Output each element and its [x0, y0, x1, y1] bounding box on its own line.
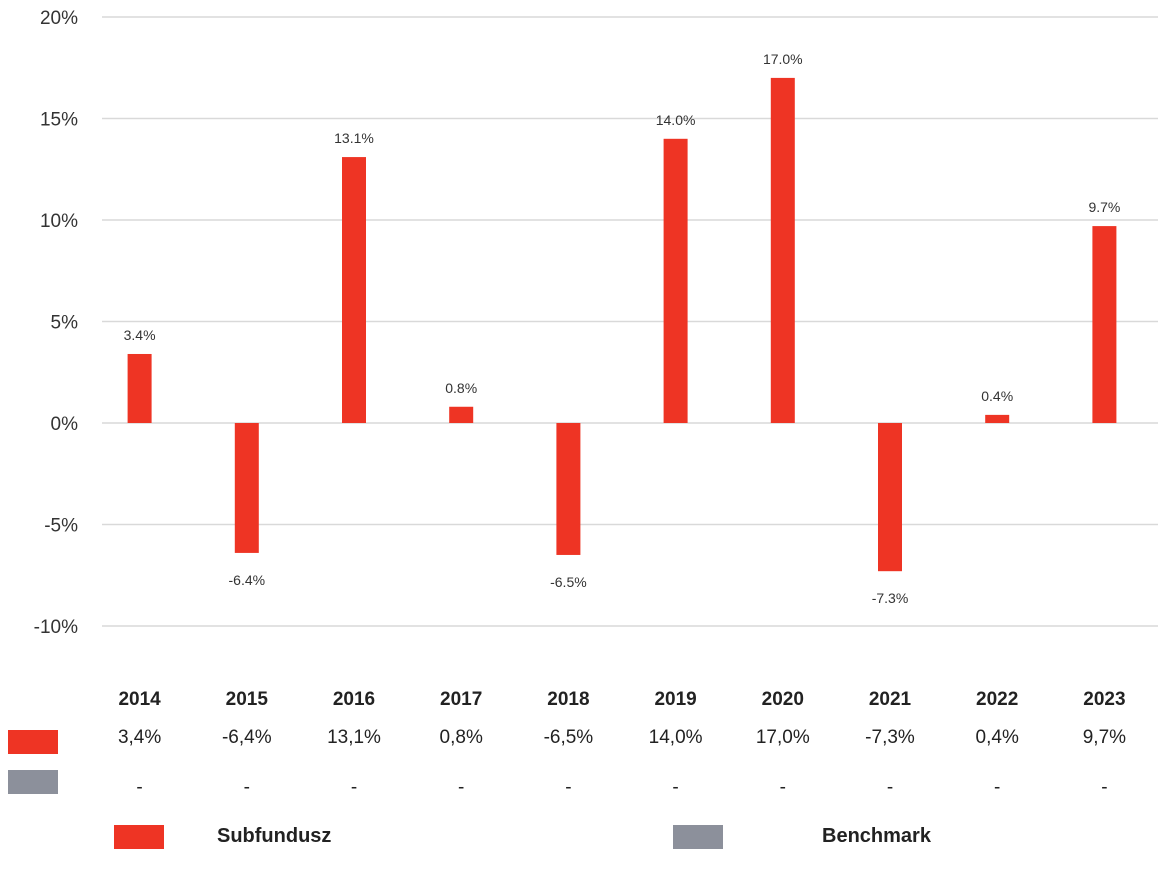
table-value-cell: 3,4%	[117, 727, 162, 748]
data-label: 9.7%	[1088, 199, 1120, 215]
table-row-years: 2014 2015 2016 2017 2018 2019 2020 2021 2022 2023	[0, 689, 1158, 719]
bar	[1092, 226, 1117, 423]
table-value-cell: 9,7%	[1082, 727, 1127, 748]
y-tick-label: 0%	[51, 414, 79, 435]
bar	[234, 423, 259, 553]
bar-chart: 20% 15% 10% 5% 0% -5% -10% 3.4% -6.4% 13.1% 0.8% -6…	[34, 8, 1158, 638]
table-year-cell: 2015	[225, 689, 268, 710]
bar	[449, 406, 474, 423]
y-tick-label: 5%	[51, 313, 79, 334]
bar	[342, 157, 366, 423]
table-value-cell: 0,4%	[975, 727, 1019, 748]
bar	[663, 138, 688, 424]
data-label: -7.3%	[872, 590, 909, 606]
table-value-cell: -	[994, 777, 1001, 798]
row-swatch-subfundusz	[8, 730, 58, 754]
table-value-cell: -	[243, 777, 250, 798]
table-value-cell: -6,4%	[221, 727, 272, 748]
table-value-cell: 17,0%	[755, 727, 810, 748]
y-tick-label: 20%	[40, 8, 78, 29]
data-label: 17.0%	[763, 51, 803, 67]
table-value-cell: 13,1%	[327, 727, 381, 748]
data-label: -6.5%	[550, 574, 587, 590]
legend-swatch-benchmark	[673, 825, 723, 849]
bar	[985, 414, 1010, 423]
table-year-cell: 2016	[332, 689, 376, 710]
y-tick-label: 10%	[40, 211, 78, 232]
table-year-cell: 2021	[868, 689, 912, 710]
table-year-cell: 2019	[654, 689, 697, 710]
table-value-cell: -	[136, 777, 143, 798]
y-tick-label: 15%	[40, 110, 78, 131]
table-value-cell: -	[350, 777, 358, 798]
y-tick-label: -5%	[44, 516, 78, 537]
table-year-cell: 2017	[440, 689, 483, 710]
y-tick-label: -10%	[34, 617, 78, 638]
table-value-cell: -6,5%	[543, 727, 594, 748]
table-year-cell: 2023	[1083, 689, 1126, 710]
legend-label-subfundusz: Subfundusz	[217, 825, 332, 847]
table-year-cell: 2020	[761, 689, 804, 710]
table-year-cell: 2022	[976, 689, 1019, 710]
table-year-cell: 2014	[118, 689, 161, 710]
bar	[878, 423, 902, 572]
data-label: 13.1%	[334, 130, 374, 146]
table-value-cell: -	[1101, 777, 1108, 798]
table-value-cell: -	[672, 777, 679, 798]
row-swatch-benchmark	[8, 770, 58, 794]
table-value-cell: -	[565, 777, 572, 798]
table-row-benchmark: ----------	[0, 777, 1158, 807]
table-value-cell: 14,0%	[648, 727, 703, 748]
data-label: 3.4%	[124, 327, 156, 343]
table-value-cell: -	[458, 777, 465, 798]
bar	[556, 423, 581, 555]
bar	[127, 353, 152, 423]
table-value-cell: -	[886, 777, 894, 798]
bar	[770, 77, 795, 424]
table-value-cell: 0,8%	[439, 727, 483, 748]
data-label: -6.4%	[229, 572, 266, 588]
table-value-cell: -7,3%	[865, 727, 915, 748]
legend-swatch-subfundusz	[114, 825, 164, 849]
legend-label-benchmark: Benchmark	[822, 825, 931, 847]
data-label: 0.8%	[445, 380, 477, 396]
data-label: 14.0%	[656, 112, 696, 128]
table-row-subfundusz: 3,4% -6,4% 13,1% 0,8% -6,5% 14,0% 17,0% -7,3% 0,…	[0, 727, 1158, 757]
table-year-cell: 2018	[547, 689, 590, 710]
table-value-cell: -	[779, 777, 786, 798]
data-label: 0.4%	[981, 388, 1013, 404]
